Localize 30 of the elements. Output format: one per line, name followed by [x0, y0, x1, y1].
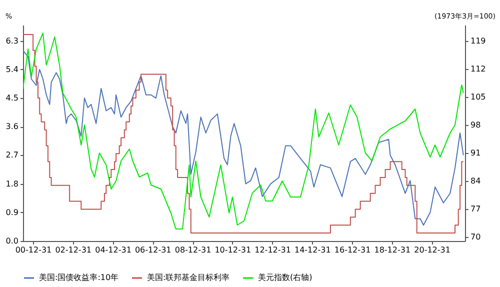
x-tick-label: 06-12-31 [134, 246, 172, 254]
x-tick-label: 04-12-31 [95, 246, 132, 254]
x-tick-label: 08-12-31 [174, 246, 212, 254]
y2-tick-label: 77 [470, 204, 481, 214]
x-tick-label: 02-12-31 [55, 246, 92, 254]
legend-label: 美国:联邦基金目标利率 [147, 273, 230, 282]
y2-tick-label: 91 [470, 148, 481, 158]
y-tick-label: 6.3 [6, 36, 18, 46]
y2-tick-label: 119 [470, 36, 486, 46]
x-tick-label: 12-12-31 [254, 246, 291, 254]
y-tick-label: 2.7 [6, 150, 18, 160]
x-tick-label: 10-12-31 [214, 246, 252, 254]
y-tick-label: 1.8 [6, 179, 18, 188]
y-tick-label: 4.5 [6, 94, 18, 103]
y2-tick-label: 105 [470, 92, 486, 102]
y2-tick-label: 98 [470, 120, 481, 130]
y-tick-label: 3.6 [6, 122, 18, 132]
x-tick-label: 00-12-31 [15, 246, 52, 254]
x-tick-label: 16-12-31 [334, 246, 371, 254]
legend-label: 美国:国债收益率:10年 [39, 273, 119, 282]
y-tick-label: 5.4 [6, 64, 18, 74]
x-tick-label: 14-12-31 [294, 246, 331, 254]
y-tick-label: 0.9 [6, 208, 18, 217]
y2-tick-label: 70 [470, 232, 481, 242]
y2-tick-label: 84 [470, 176, 481, 186]
x-tick-label: 20-12-31 [414, 246, 450, 254]
y2-tick-label: 112 [470, 64, 486, 74]
legend-label: 美元指数(右轴) [258, 273, 312, 282]
x-tick-label: 18-12-31 [374, 246, 411, 254]
y-tick-label: 0.0 [6, 236, 18, 246]
